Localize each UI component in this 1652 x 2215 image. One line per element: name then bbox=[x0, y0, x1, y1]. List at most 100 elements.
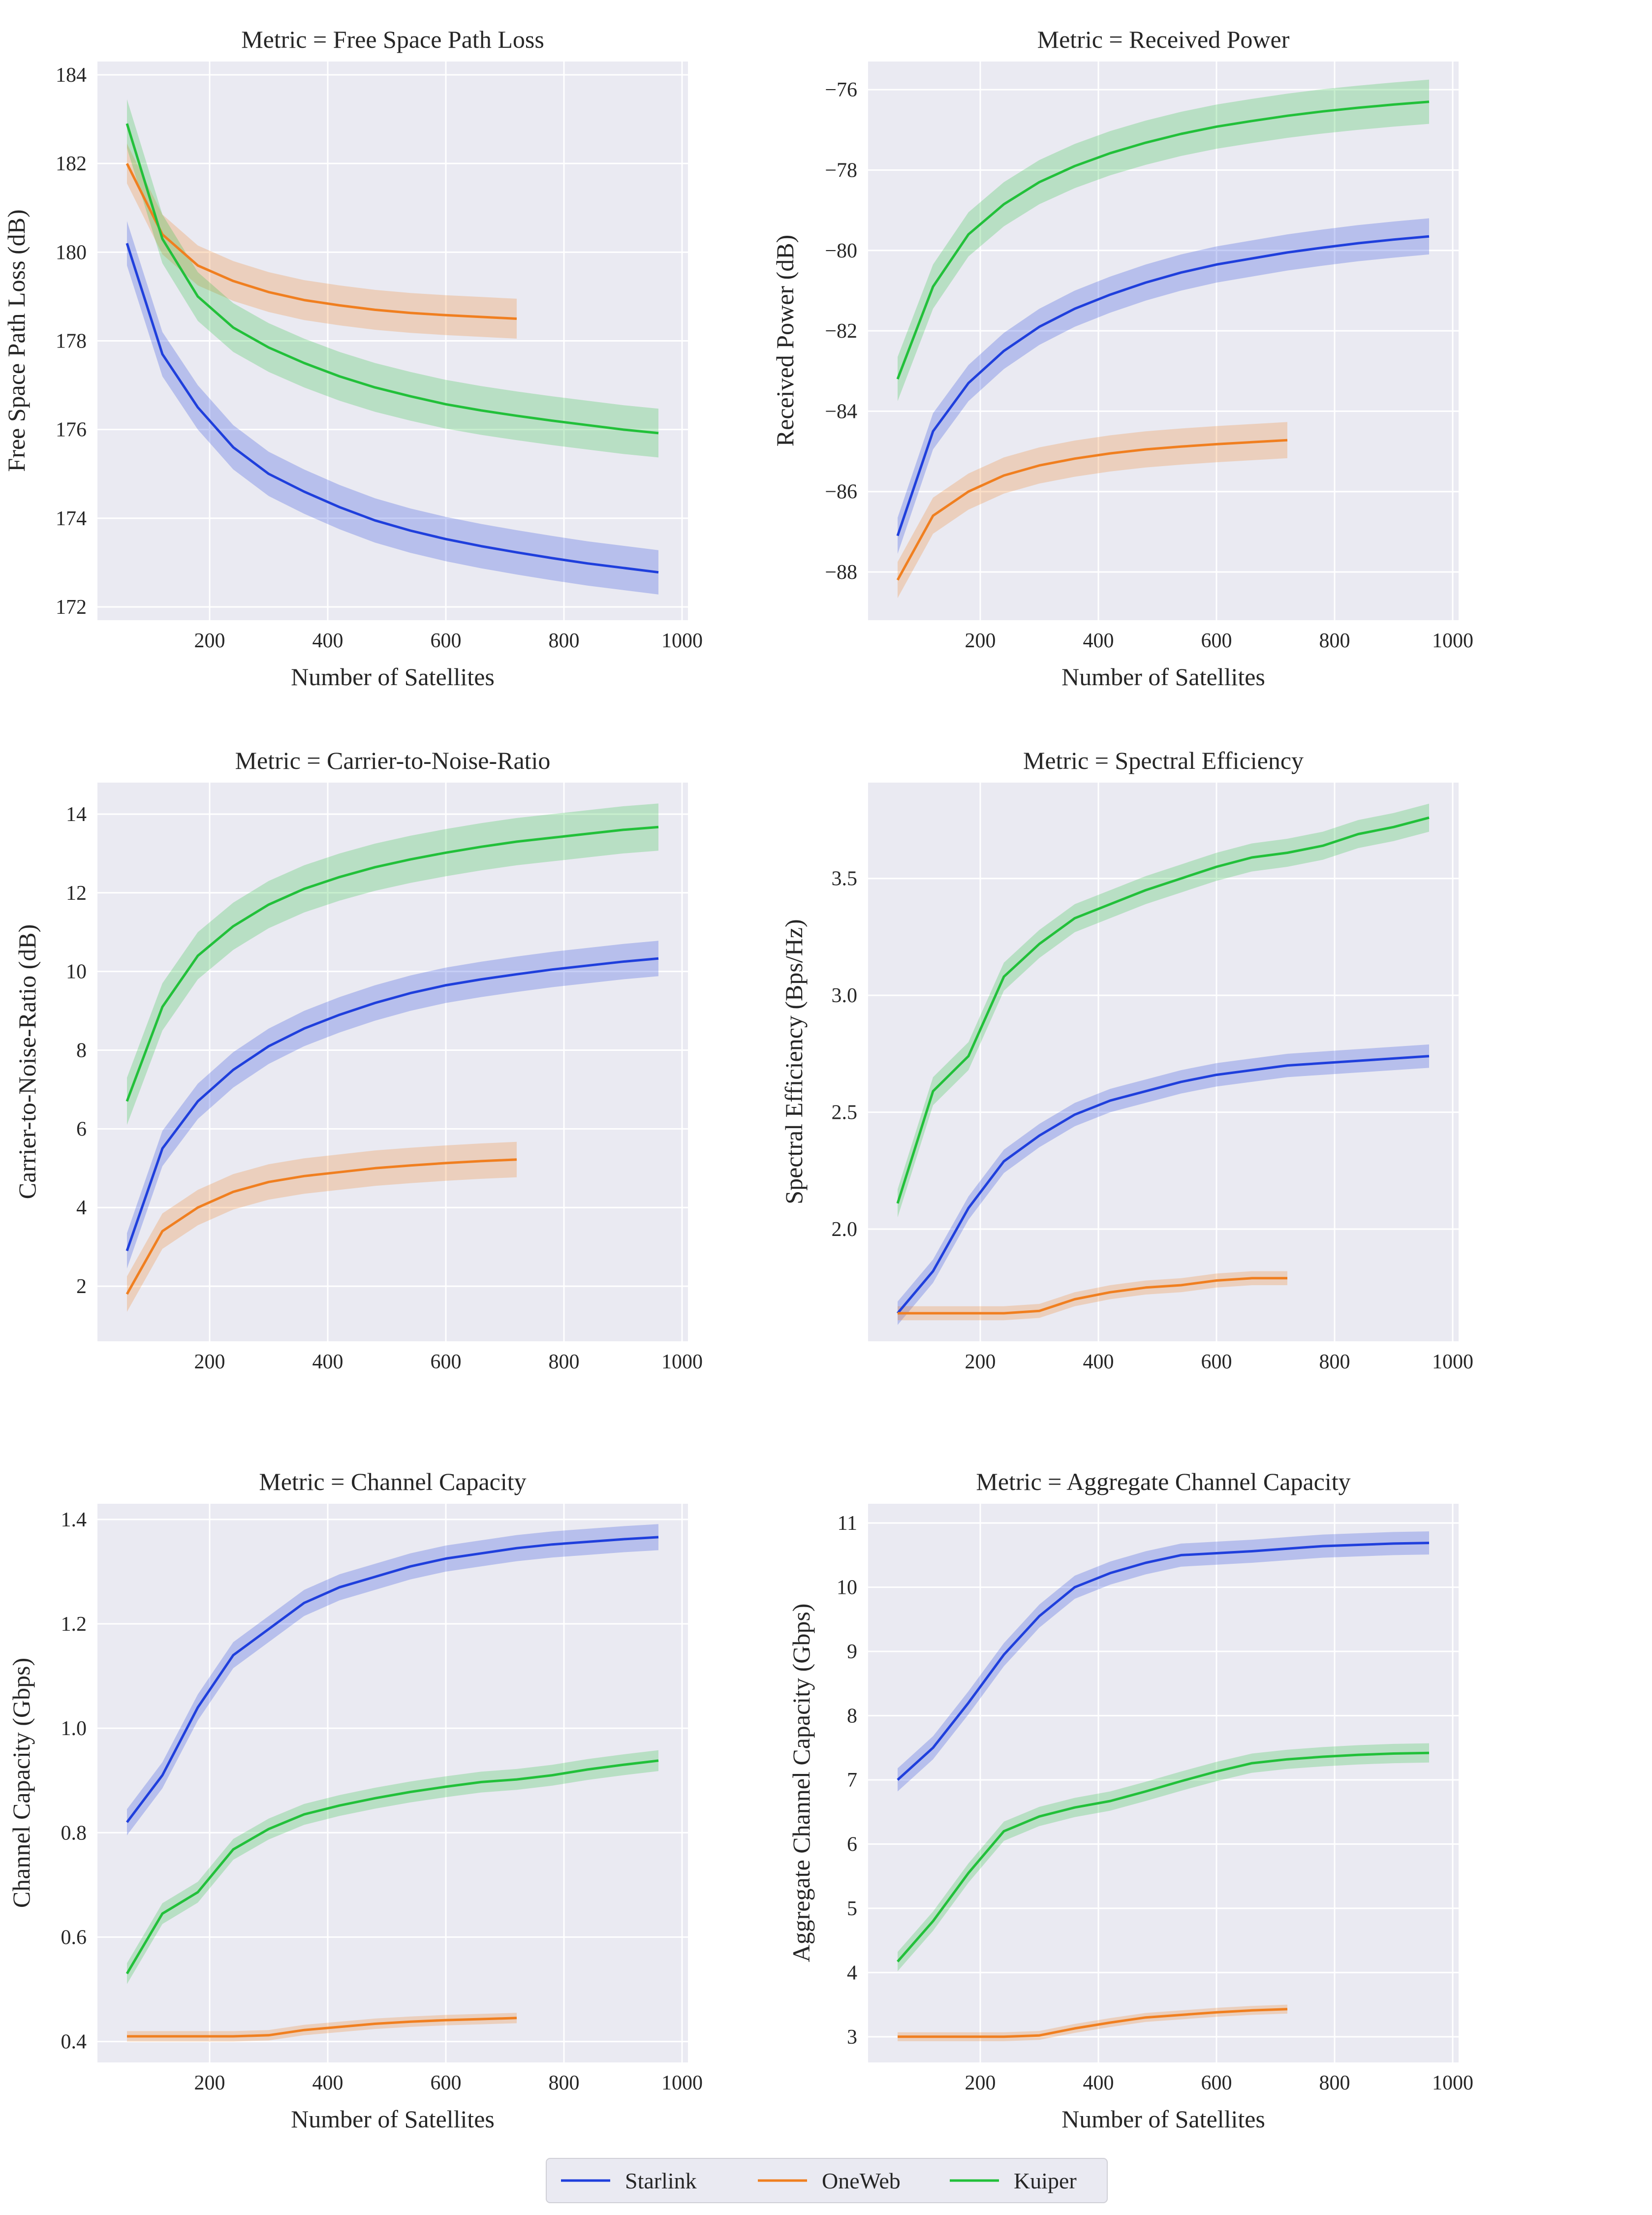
series-line-starlink bbox=[897, 1055, 1430, 1314]
series-line-oneweb bbox=[125, 163, 517, 320]
legend-label-starlink: Starlink bbox=[625, 2168, 697, 2193]
y-tick-label: 8 bbox=[76, 1040, 87, 1062]
x-tick-label: 800 bbox=[549, 1351, 580, 1373]
panel-spectral-efficiency: 200 400 600 800 1000 2.0 2.5 3.0 3.5 Metric = S… bbox=[780, 747, 1473, 1373]
band-kuiper bbox=[127, 1750, 658, 1984]
series-line-oneweb bbox=[898, 1277, 1287, 1315]
x-tick-label: 600 bbox=[1201, 1351, 1232, 1373]
y-tick-label: −82 bbox=[825, 320, 857, 343]
y-tick-labels: 2 4 6 8 10 12 14 bbox=[66, 803, 87, 1298]
y-tick-labels: 0.4 0.6 0.8 1.0 1.2 1.4 bbox=[61, 1509, 87, 2054]
x-tick-label: 800 bbox=[1319, 630, 1350, 652]
y-tick-label: 0.6 bbox=[61, 1926, 87, 1949]
x-tick-label: 200 bbox=[194, 630, 225, 652]
x-tick-label: 800 bbox=[549, 630, 580, 652]
y-tick-labels: 3 4 5 6 7 8 9 10 11 bbox=[837, 1512, 857, 2049]
y-tick-label: 3 bbox=[847, 2026, 857, 2049]
y-tick-labels: −88 −86 −84 −82 −80 −78 −76 bbox=[825, 79, 857, 584]
x-tick-label: 400 bbox=[312, 630, 343, 652]
plot-area bbox=[868, 783, 1459, 1341]
x-tick-label: 1000 bbox=[1432, 630, 1473, 652]
plot-area bbox=[868, 62, 1459, 620]
legend-entry-kuiper: Kuiper bbox=[950, 2168, 1077, 2193]
plot-area bbox=[868, 1504, 1459, 2062]
series-line-oneweb bbox=[898, 2008, 1288, 2038]
y-tick-label: −86 bbox=[825, 481, 857, 504]
y-tick-label: 10 bbox=[66, 961, 87, 983]
y-tick-label: 5 bbox=[847, 1898, 857, 1920]
plot-area bbox=[97, 783, 688, 1341]
y-tick-labels: 2.0 2.5 3.0 3.5 bbox=[832, 868, 858, 1241]
gridlines bbox=[97, 62, 688, 620]
y-tick-label: 6 bbox=[76, 1118, 87, 1140]
confidence-bands bbox=[127, 99, 658, 595]
y-tick-label: 1.4 bbox=[61, 1509, 87, 1531]
x-tick-labels: 200 400 600 800 1000 bbox=[194, 1351, 703, 1373]
x-axis-label: Number of Satellites bbox=[291, 2105, 495, 2133]
x-tick-label: 600 bbox=[431, 630, 462, 652]
y-axis-label: Aggregate Channel Capacity (Gbps) bbox=[787, 1604, 815, 1962]
series-line-kuiper bbox=[125, 1759, 659, 1974]
confidence-bands bbox=[127, 803, 658, 1312]
series-line-kuiper bbox=[896, 100, 1430, 380]
y-tick-label: 184 bbox=[56, 64, 87, 87]
series-line-kuiper bbox=[125, 825, 659, 1102]
panel-title: Metric = Aggregate Channel Capacity bbox=[976, 1468, 1350, 1495]
x-tick-label: 200 bbox=[194, 2072, 225, 2094]
x-tick-label: 400 bbox=[1083, 630, 1114, 652]
x-tick-label: 400 bbox=[312, 1351, 343, 1373]
series-line-oneweb bbox=[127, 2017, 517, 2038]
series-line-starlink bbox=[126, 1536, 659, 1823]
series-line-starlink bbox=[125, 243, 659, 574]
band-oneweb bbox=[127, 143, 517, 339]
panel-title: Metric = Channel Capacity bbox=[259, 1468, 526, 1495]
y-tick-label: −76 bbox=[825, 79, 857, 101]
y-tick-label: 174 bbox=[56, 507, 87, 530]
series-lines bbox=[896, 816, 1430, 1315]
band-oneweb bbox=[898, 422, 1287, 599]
x-tick-label: 1000 bbox=[1432, 2072, 1473, 2094]
y-tick-label: 3.5 bbox=[832, 868, 858, 890]
y-tick-label: 14 bbox=[66, 803, 87, 826]
y-axis-label: Free Space Path Loss (dB) bbox=[2, 209, 30, 472]
y-tick-label: 11 bbox=[838, 1512, 857, 1535]
x-tick-label: 600 bbox=[431, 2072, 462, 2094]
legend-entry-oneweb: OneWeb bbox=[758, 2168, 901, 2193]
x-tick-label: 1000 bbox=[661, 2072, 703, 2094]
x-tick-labels: 200 400 600 800 1000 bbox=[965, 2072, 1474, 2094]
series-line-kuiper bbox=[125, 123, 659, 435]
panel-carrier-to-noise-ratio: 200 400 600 800 1000 2 4 6 8 10 12 14 Metric = Car… bbox=[13, 747, 703, 1373]
series-line-starlink bbox=[125, 957, 659, 1252]
y-tick-label: 2 bbox=[76, 1275, 87, 1298]
panel-free-space-path-loss: 200 400 600 800 1000 172 174 176 178 180 182 184 M… bbox=[2, 26, 703, 691]
confidence-bands bbox=[127, 1524, 658, 2042]
panel-title: Metric = Free Space Path Loss bbox=[241, 26, 544, 53]
x-tick-label: 600 bbox=[1201, 2072, 1232, 2094]
x-axis-label: Number of Satellites bbox=[1061, 663, 1265, 691]
x-tick-label: 400 bbox=[312, 2072, 343, 2094]
y-tick-label: 0.8 bbox=[61, 1822, 87, 1844]
y-tick-label: 7 bbox=[847, 1769, 857, 1792]
y-tick-label: 1.0 bbox=[61, 1717, 87, 1740]
panel-title: Metric = Carrier-to-Noise-Ratio bbox=[235, 747, 551, 774]
y-tick-label: 9 bbox=[847, 1641, 857, 1663]
x-axis-label: Number of Satellites bbox=[291, 663, 495, 691]
y-tick-label: −84 bbox=[825, 400, 857, 423]
y-axis-label: Received Power (dB) bbox=[771, 235, 799, 446]
x-tick-label: 400 bbox=[1083, 1351, 1114, 1373]
band-starlink bbox=[127, 941, 658, 1269]
band-kuiper bbox=[898, 79, 1429, 401]
panel-title: Metric = Spectral Efficiency bbox=[1023, 747, 1304, 774]
series-line-oneweb bbox=[125, 1158, 517, 1295]
y-axis-label: Channel Capacity (Gbps) bbox=[7, 1658, 35, 1908]
band-starlink bbox=[127, 221, 658, 595]
y-tick-label: 8 bbox=[847, 1705, 857, 1728]
legend-entry-starlink: Starlink bbox=[561, 2168, 697, 2193]
y-tick-label: 172 bbox=[56, 596, 87, 619]
legend-label-kuiper: Kuiper bbox=[1014, 2168, 1077, 2193]
series-line-starlink bbox=[896, 235, 1430, 537]
legend-frame bbox=[546, 2158, 1108, 2203]
y-tick-label: −80 bbox=[825, 240, 857, 262]
y-tick-label: 10 bbox=[837, 1577, 857, 1599]
